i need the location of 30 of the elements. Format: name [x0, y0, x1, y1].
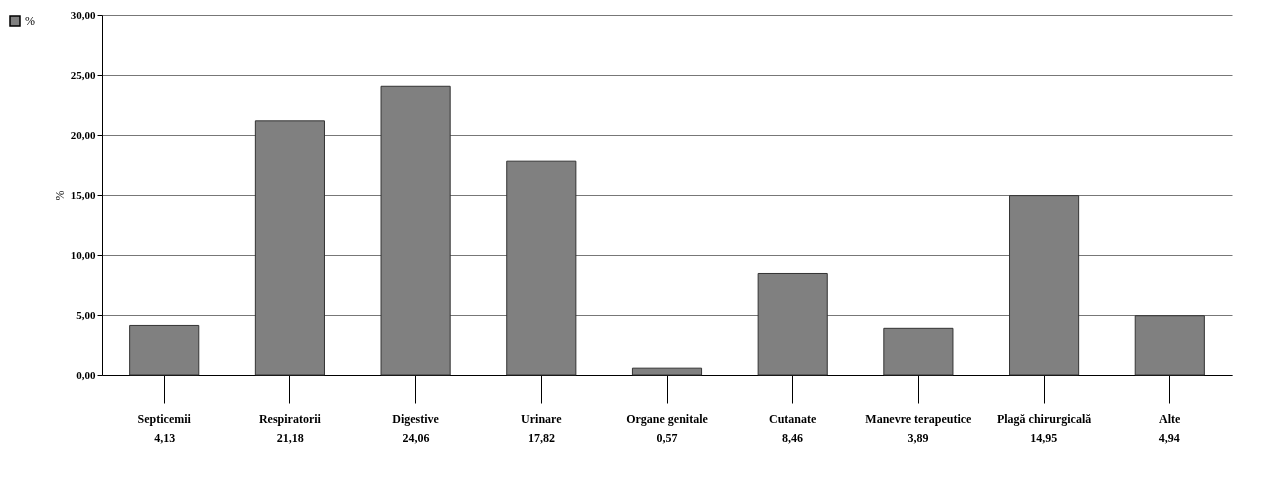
data-label: 8,46: [782, 431, 804, 445]
y-axis-title: %: [52, 190, 67, 201]
y-tick-label: 25,00: [70, 68, 96, 81]
y-tick-label: 10,00: [70, 248, 96, 261]
x-tick-label: Organe genitale: [626, 411, 709, 426]
bar: [883, 327, 954, 376]
x-tick-label: Cutanate: [769, 411, 818, 426]
data-label: 21,18: [276, 431, 304, 445]
x-tick-label: Digestive: [392, 411, 440, 426]
y-tick-label: 30,00: [70, 8, 96, 21]
data-label: 17,82: [527, 431, 555, 445]
x-tick-label: Urinare: [521, 411, 563, 426]
data-label: 3,89: [907, 431, 929, 445]
data-label: 4,94: [1158, 431, 1180, 445]
y-tick-label: 5,00: [76, 308, 96, 321]
bar: [129, 324, 200, 376]
x-tick-label: Respiratorii: [258, 411, 322, 426]
data-label: 0,57: [656, 431, 678, 445]
bar: [631, 367, 703, 376]
y-tick-label: 20,00: [70, 128, 96, 141]
x-tick-label: Manevre terapeutice: [865, 411, 973, 426]
y-tick-label: 0,00: [76, 368, 96, 381]
x-tick-label: Plagă chirurgicală: [996, 411, 1092, 426]
data-label: 4,13: [154, 431, 176, 445]
legend-label: %: [25, 14, 35, 28]
data-label: 24,06: [402, 431, 430, 445]
x-tick-label: Alte: [1159, 411, 1182, 426]
y-tick-label: 15,00: [70, 188, 96, 201]
x-tick-label: Septicemii: [137, 411, 192, 426]
data-label: 14,95: [1030, 431, 1058, 445]
